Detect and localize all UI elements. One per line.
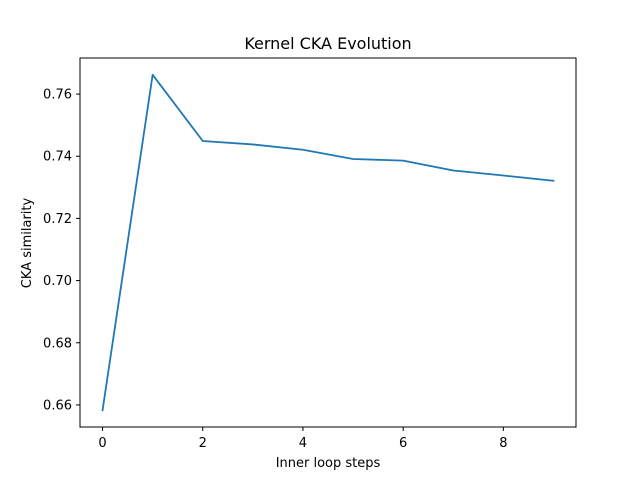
y-axis-label: CKA similarity [20,198,35,289]
chart-title: Kernel CKA Evolution [244,34,411,53]
x-tick-label: 2 [199,436,207,451]
series-line-0 [101,73,555,412]
y-tick-label: 0.74 [43,150,72,165]
plot-frame [79,57,577,428]
x-tick-label: 8 [499,436,507,451]
y-axis: 0.66 0.68 0.70 0.72 0.74 0.76 [43,88,80,413]
plot-area [79,57,577,428]
x-tick-label: 6 [399,436,407,451]
x-axis-label: Inner loop steps [276,456,381,471]
y-tick-label: 0.72 [43,212,72,227]
y-tick-label: 0.66 [43,398,72,413]
x-tick-label: 0 [98,436,106,451]
y-tick-label: 0.76 [43,88,72,103]
x-tick-label: 4 [299,436,307,451]
line-layer [101,73,555,412]
y-tick-label: 0.70 [43,274,72,289]
x-axis: 0 2 4 6 8 [98,427,507,451]
y-tick-label: 0.68 [43,336,72,351]
